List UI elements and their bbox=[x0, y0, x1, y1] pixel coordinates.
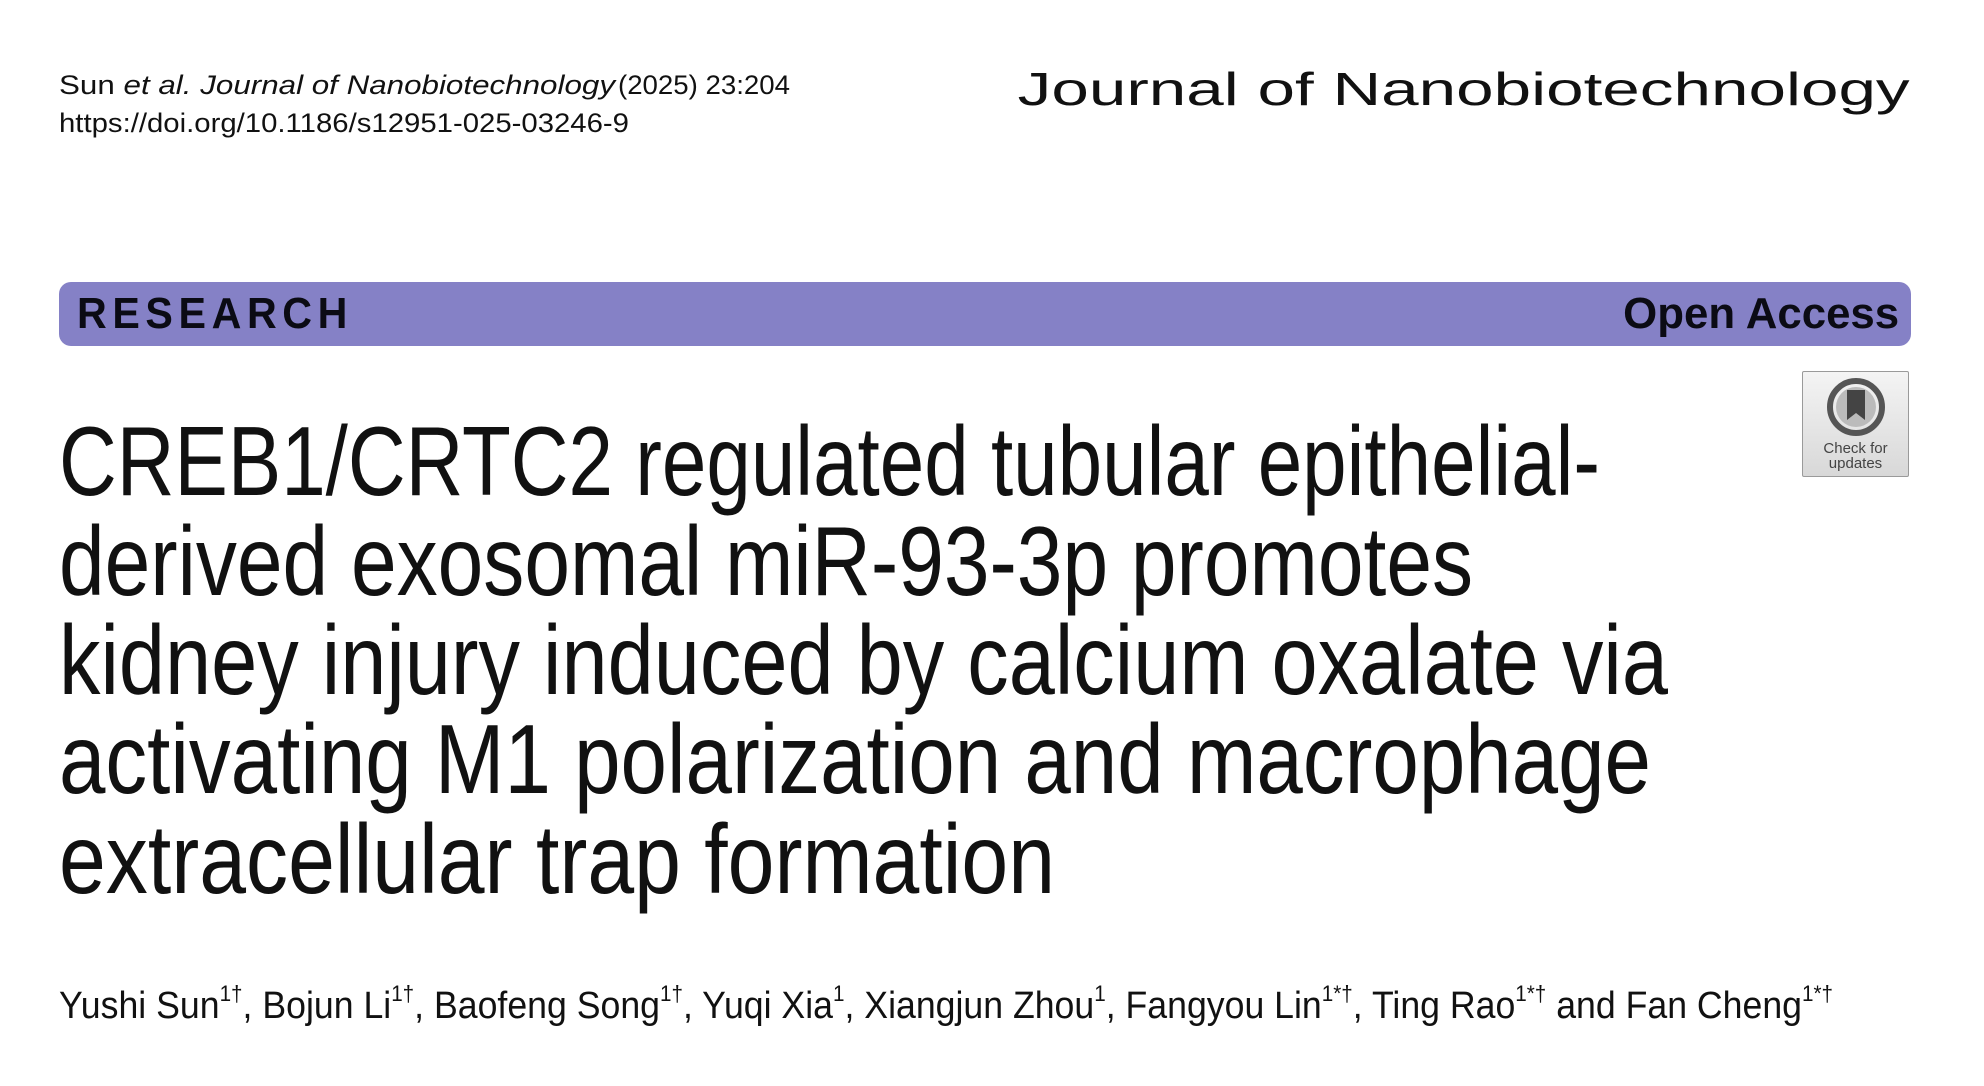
author-affiliation-mark[interactable]: 1† bbox=[659, 981, 683, 1006]
author-separator: , bbox=[414, 985, 434, 1027]
author-affiliation-mark[interactable]: 1 bbox=[1094, 981, 1106, 1006]
author-name[interactable]: Fangyou Lin bbox=[1125, 985, 1322, 1027]
citation-etal: et al. bbox=[123, 70, 192, 100]
article-title-line: CREB1/CRTC2 regulated tubular epithelial… bbox=[59, 406, 1600, 516]
bookmark-icon bbox=[1826, 378, 1885, 436]
doi-link[interactable]: https://doi.org/10.1186/s12951-025-03246… bbox=[59, 108, 629, 138]
author-separator: , bbox=[242, 985, 263, 1027]
author-separator: , bbox=[1105, 985, 1126, 1027]
citation-line: Sun et al. Journal of Nanobiotechnology bbox=[59, 70, 615, 101]
author-list: Yushi Sun1†, Bojun Li1†, Baofeng Song1†,… bbox=[59, 981, 1950, 1028]
citation-year-volume: (2025) 23:204 bbox=[618, 70, 790, 100]
author-name[interactable]: Ting Rao bbox=[1371, 985, 1516, 1027]
badge-line1: Check for bbox=[1823, 440, 1888, 457]
author-name[interactable]: Bojun Li bbox=[262, 985, 392, 1027]
author-separator: , bbox=[1352, 985, 1372, 1027]
author-separator: and bbox=[1546, 985, 1626, 1027]
author-affiliation-mark[interactable]: 1*† bbox=[1515, 981, 1547, 1006]
open-access-label: Open Access bbox=[1623, 289, 1899, 338]
author-affiliation-mark[interactable]: 1*† bbox=[1801, 981, 1833, 1006]
author-separator: , bbox=[682, 985, 703, 1027]
journal-title: Journal of Nanobiotechnology bbox=[1018, 63, 1910, 115]
citation-author: Sun bbox=[59, 70, 115, 100]
article-type-label: RESEARCH bbox=[77, 289, 353, 338]
article-title-line: activating M1 polarization and macrophag… bbox=[59, 704, 1651, 814]
author-name[interactable]: Xiangjun Zhou bbox=[864, 985, 1095, 1027]
author-affiliation-mark[interactable]: 1† bbox=[391, 981, 415, 1006]
citation-journal: Journal of Nanobiotechnology bbox=[200, 70, 616, 100]
author-separator: , bbox=[844, 985, 865, 1027]
author-name[interactable]: Fan Cheng bbox=[1625, 985, 1802, 1027]
author-affiliation-mark[interactable]: 1† bbox=[219, 981, 243, 1006]
article-type-banner: RESEARCH Open Access bbox=[59, 282, 1911, 346]
badge-line2: updates bbox=[1828, 455, 1883, 472]
check-for-updates-button[interactable]: Check for updates bbox=[1802, 371, 1909, 477]
author-affiliation-mark[interactable]: 1 bbox=[832, 981, 845, 1006]
author-name[interactable]: Yushi Sun bbox=[59, 985, 220, 1027]
author-affiliation-mark[interactable]: 1*† bbox=[1321, 981, 1353, 1006]
article-title-line: extracellular trap formation bbox=[59, 804, 1055, 914]
author-name[interactable]: Baofeng Song bbox=[433, 985, 660, 1027]
article-title-line: kidney injury induced by calcium oxalate… bbox=[59, 605, 1668, 715]
author-name[interactable]: Yuqi Xia bbox=[702, 985, 833, 1027]
article-title-line: derived exosomal miR-93-3p promotes bbox=[59, 506, 1473, 616]
